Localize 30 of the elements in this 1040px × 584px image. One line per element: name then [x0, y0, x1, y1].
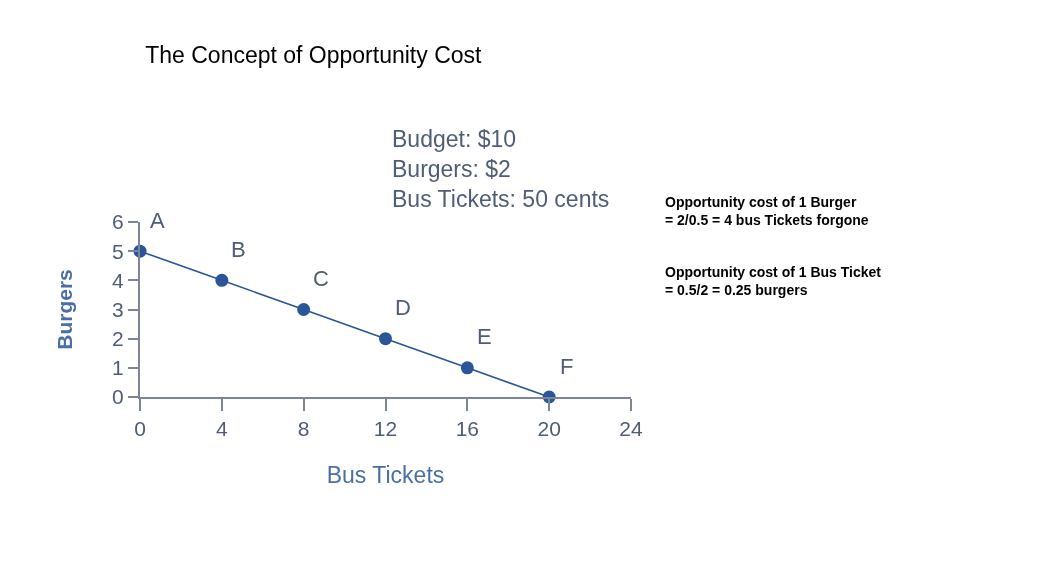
y-tick-label: 5	[112, 239, 124, 263]
annotation: F	[560, 354, 574, 379]
x-tick-label: 16	[455, 417, 480, 441]
annotation: E	[477, 324, 492, 349]
y-tick-label: 6	[112, 210, 124, 234]
annotation: C	[313, 266, 329, 291]
text: Budget: $10 Burgers: $2 Bus Tickets: 50 cents	[392, 126, 610, 212]
y-tick-label: 1	[112, 356, 124, 380]
y-tick-label: 3	[112, 297, 124, 321]
y-tick-label: 4	[112, 268, 125, 292]
point	[215, 273, 229, 287]
point	[460, 361, 474, 375]
annotation: D	[395, 295, 411, 320]
annotation: B	[231, 237, 246, 262]
x-tick-label: 0	[134, 417, 146, 441]
x-tick-label: 4	[215, 417, 228, 441]
y-tick-label: 2	[112, 327, 124, 351]
annotation: A	[150, 208, 165, 233]
x-tick-label: 24	[619, 417, 643, 441]
y-axis-title: Burgers	[52, 269, 76, 350]
point	[297, 303, 311, 316]
text: Opportunity cost of 1 Burger = 2/0.5 = 4 bus Tickets forgone	[665, 194, 869, 229]
chart-title: The Concept of Opportunity Cost	[145, 42, 483, 69]
text: Opportunity cost of 1 Bus Ticket = 0.5/2 = 0.25 burgers	[665, 264, 882, 299]
point	[379, 332, 392, 346]
y-tick-label: 0	[112, 385, 124, 409]
x-axis-title: Bus Tickets	[326, 462, 445, 489]
x-tick-label: 8	[297, 417, 310, 441]
x-tick-label: 20	[537, 417, 561, 441]
x-tick-label: 12	[373, 417, 398, 441]
